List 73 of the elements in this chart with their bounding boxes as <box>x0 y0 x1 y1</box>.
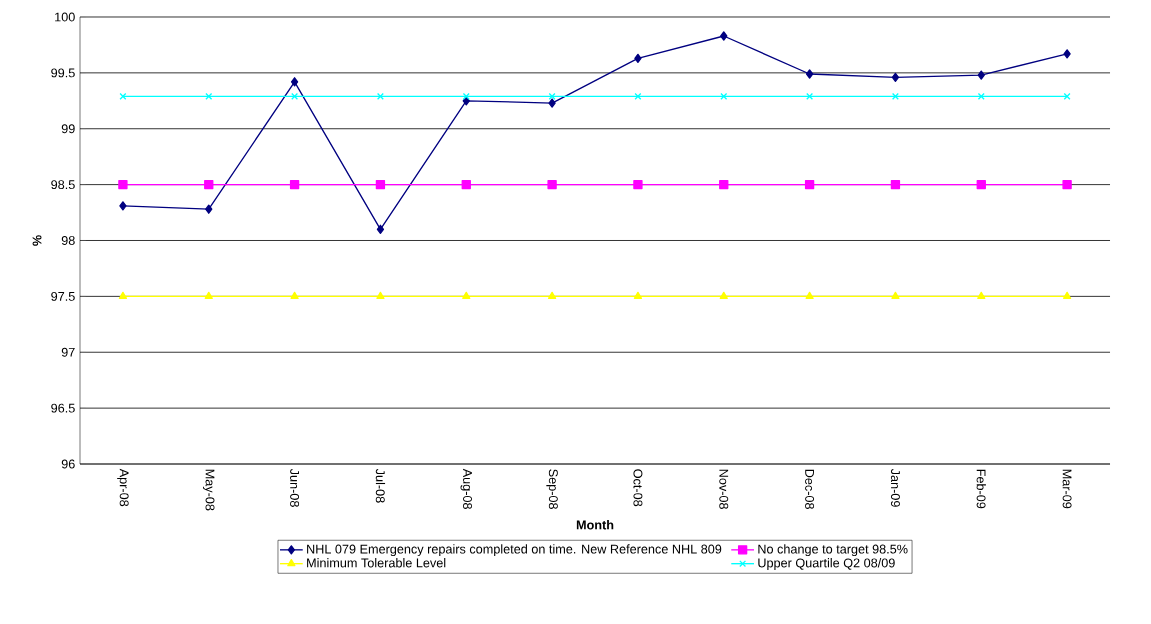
y-tick-label: 100 <box>55 12 75 22</box>
point <box>461 179 471 190</box>
point <box>204 179 214 190</box>
legend-label: No change to target 98.5% <box>758 544 908 557</box>
point <box>291 92 299 100</box>
point <box>977 70 985 80</box>
x-axis-title: Month <box>576 520 614 530</box>
point <box>1063 49 1071 59</box>
y-tick-label: 97 <box>61 347 75 357</box>
legend-label: Minimum Tolerable Level <box>307 558 446 568</box>
point <box>720 31 728 41</box>
x-tick-label: May-08 <box>203 469 215 511</box>
legend-label: Upper Quartile Q2 08/09 <box>758 558 895 570</box>
point <box>977 291 986 300</box>
x-tick-label: Nov-08 <box>719 469 729 509</box>
point <box>891 72 900 83</box>
x-tick-label: Apr-08 <box>117 468 129 507</box>
point <box>119 92 127 100</box>
point <box>719 179 729 190</box>
point <box>205 204 213 214</box>
point <box>890 179 901 190</box>
y-tick-label: 98.5 <box>51 180 75 190</box>
x-tick-label: Aug-08 <box>460 468 472 510</box>
point <box>205 92 213 100</box>
x-tick-label: Jul-08 <box>375 468 386 503</box>
y-tick-label: 98 <box>61 236 75 245</box>
point <box>462 291 471 300</box>
point <box>547 179 557 190</box>
point <box>1062 179 1072 190</box>
point <box>290 291 299 300</box>
point <box>119 201 127 211</box>
y-axis-title: % <box>32 235 42 246</box>
point <box>806 92 814 100</box>
point <box>976 179 986 190</box>
point <box>376 224 385 234</box>
point <box>720 92 728 100</box>
point <box>891 92 899 100</box>
point <box>462 92 470 100</box>
point <box>548 92 556 100</box>
x-tick-label: Sep-08 <box>546 469 558 510</box>
x-tick-label: Oct-08 <box>633 469 643 507</box>
point <box>548 98 556 108</box>
y-tick-label: 96.5 <box>51 403 75 413</box>
point <box>805 69 814 79</box>
point <box>719 291 728 300</box>
point <box>376 291 385 300</box>
point <box>1062 291 1072 300</box>
y-tick-label: 99.5 <box>51 68 75 78</box>
point <box>547 291 557 300</box>
legend-label: NHL 079 Emergency repairs completed on time. New Reference NHL 809 <box>307 544 722 557</box>
point <box>289 179 300 190</box>
point <box>634 92 642 100</box>
point <box>290 77 299 87</box>
point <box>375 179 386 190</box>
x-tick-label: Dec-08 <box>805 469 815 509</box>
point <box>633 179 643 190</box>
point <box>633 291 643 300</box>
x-tick-label: Mar-09 <box>1062 469 1072 509</box>
x-tick-label: Feb-09 <box>976 469 986 509</box>
point <box>376 92 384 100</box>
x-tick-label: Jan-09 <box>890 468 900 507</box>
point <box>1063 92 1071 100</box>
point <box>118 291 128 300</box>
x-tick-label: Jun-08 <box>290 468 300 507</box>
point <box>891 291 900 300</box>
point <box>634 53 642 64</box>
point <box>804 179 815 190</box>
point <box>204 291 213 300</box>
y-tick-label: 99 <box>61 124 75 134</box>
y-tick-label: 97.5 <box>51 291 75 301</box>
point <box>118 179 128 190</box>
point <box>805 291 814 300</box>
y-tick-label: 96 <box>61 459 75 469</box>
